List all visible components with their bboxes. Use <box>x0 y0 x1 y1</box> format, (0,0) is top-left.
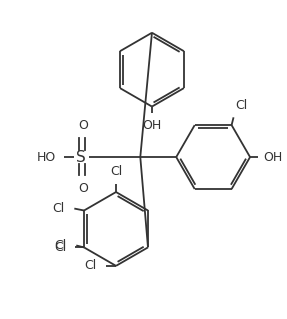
Text: O: O <box>78 119 88 132</box>
Text: S: S <box>76 150 86 165</box>
Text: HO: HO <box>36 151 56 164</box>
Text: OH: OH <box>142 119 162 132</box>
Text: Cl: Cl <box>110 166 122 178</box>
Text: Cl: Cl <box>52 202 65 215</box>
Text: O: O <box>78 182 88 195</box>
Text: Cl: Cl <box>84 259 97 272</box>
Text: Cl: Cl <box>54 239 67 252</box>
Text: Cl: Cl <box>236 100 248 113</box>
Text: OH: OH <box>264 151 283 164</box>
Text: Cl: Cl <box>54 241 67 254</box>
